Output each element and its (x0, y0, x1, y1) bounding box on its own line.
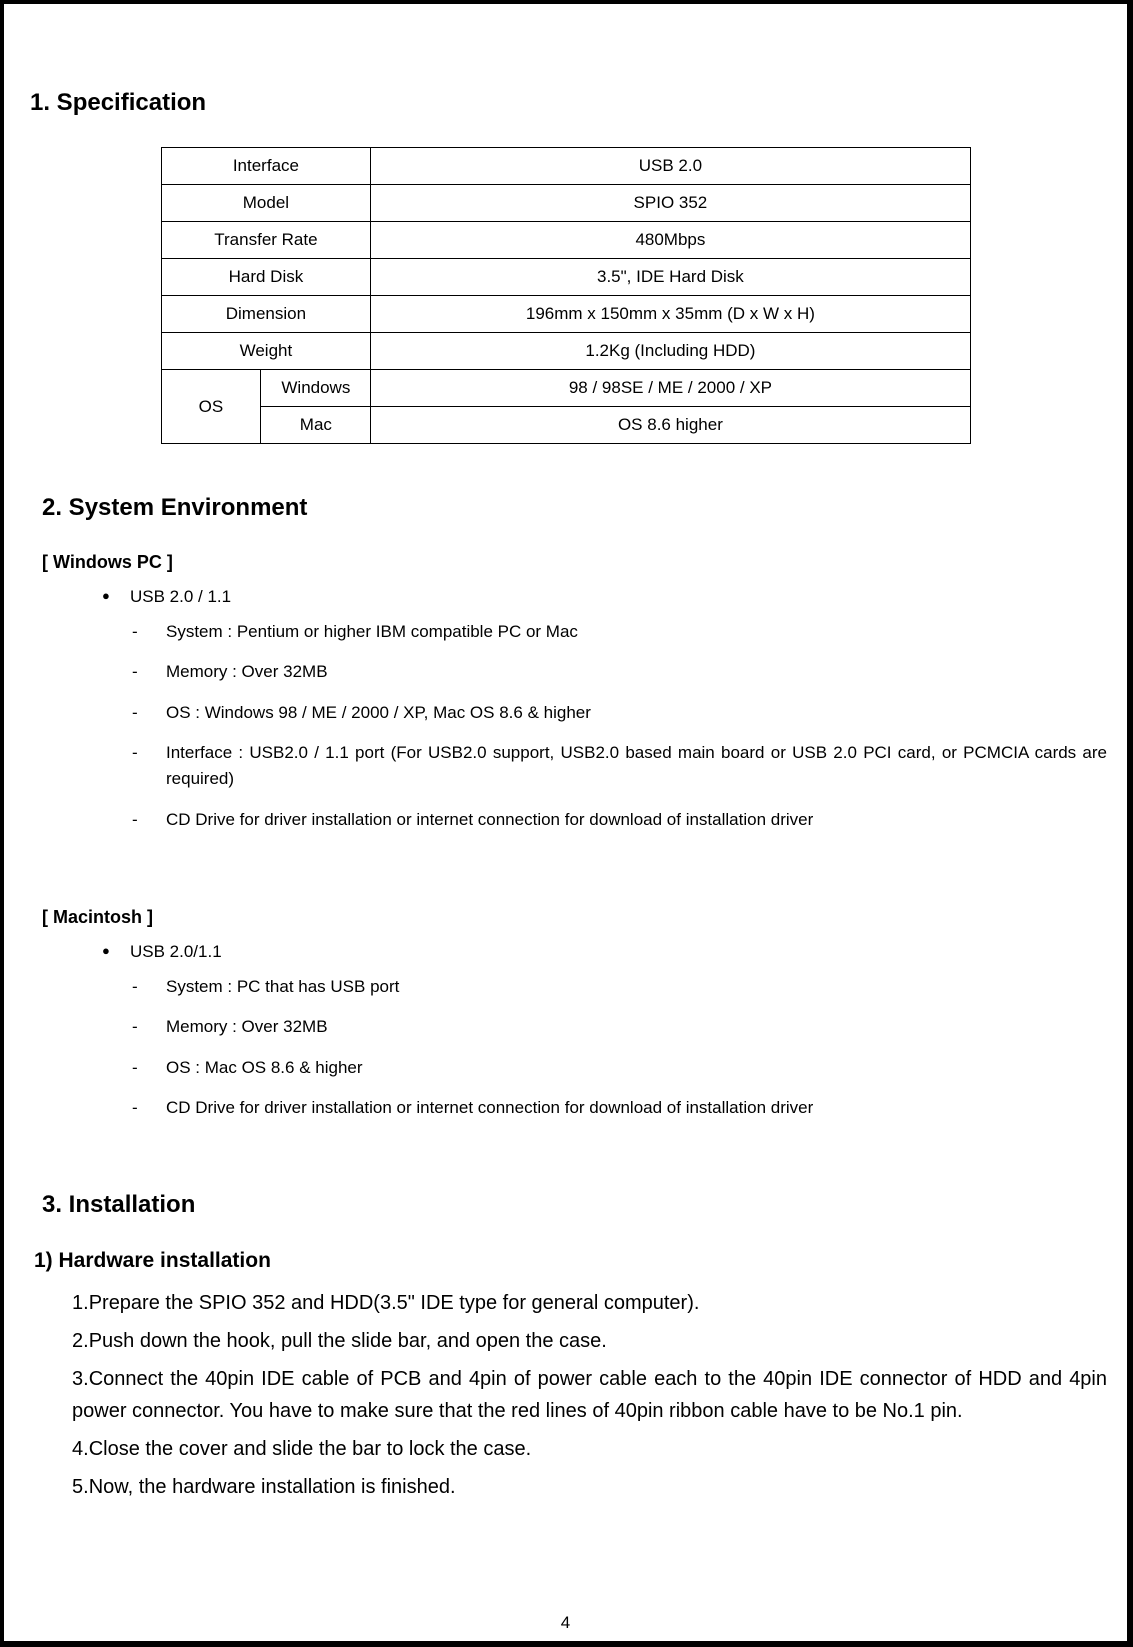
section1-title: 1. Specification (30, 89, 1107, 117)
table-row: Mac OS 8.6 higher (161, 407, 970, 444)
step-item: Now, the hardware installation is finish… (72, 1471, 1107, 1503)
spec-label: Transfer Rate (161, 222, 371, 259)
section3-title: 3. Installation (42, 1191, 1107, 1219)
windows-dash-list: System : Pentium or higher IBM compatibl… (130, 619, 1107, 833)
spec-label: Hard Disk (161, 259, 371, 296)
table-row: Interface USB 2.0 (161, 148, 970, 185)
mac-heading: [ Macintosh ] (42, 907, 1107, 928)
table-row: OS Windows 98 / 98SE / ME / 2000 / XP (161, 370, 970, 407)
list-item: System : Pentium or higher IBM compatibl… (130, 619, 1107, 645)
bullet-label: USB 2.0/1.1 (130, 942, 222, 961)
page-content: 1. Specification Interface USB 2.0 Model… (24, 89, 1107, 1503)
spec-value: OS 8.6 higher (371, 407, 970, 444)
bullet-label: USB 2.0 / 1.1 (130, 587, 231, 606)
spec-value: 1.2Kg (Including HDD) (371, 333, 970, 370)
spec-label: Weight (161, 333, 371, 370)
spec-label-os: OS (161, 370, 261, 444)
table-row: Model SPIO 352 (161, 185, 970, 222)
spec-value: USB 2.0 (371, 148, 970, 185)
spec-label: Dimension (161, 296, 371, 333)
mac-dash-list: System : PC that has USB port Memory : O… (130, 974, 1107, 1121)
step-item: Push down the hook, pull the slide bar, … (72, 1325, 1107, 1357)
windows-heading: [ Windows PC ] (42, 552, 1107, 573)
spec-label: Model (161, 185, 371, 222)
spec-value: 196mm x 150mm x 35mm (D x W x H) (371, 296, 970, 333)
hardware-install-heading: 1) Hardware installation (34, 1249, 1107, 1273)
mac-bullet-list: USB 2.0/1.1 System : PC that has USB por… (102, 942, 1107, 1121)
document-page: 1. Specification Interface USB 2.0 Model… (0, 0, 1133, 1647)
step-item: Close the cover and slide the bar to loc… (72, 1433, 1107, 1465)
spec-sub-label: Windows (261, 370, 371, 407)
specification-table: Interface USB 2.0 Model SPIO 352 Transfe… (161, 147, 971, 444)
spec-label: Interface (161, 148, 371, 185)
spec-value: 98 / 98SE / ME / 2000 / XP (371, 370, 970, 407)
list-item: USB 2.0 / 1.1 System : Pentium or higher… (102, 587, 1107, 833)
spec-value: SPIO 352 (371, 185, 970, 222)
list-item: Memory : Over 32MB (130, 1014, 1107, 1040)
list-item: OS : Windows 98 / ME / 2000 / XP, Mac OS… (130, 700, 1107, 726)
list-item: CD Drive for driver installation or inte… (130, 1095, 1107, 1121)
step-item: Prepare the SPIO 352 and HDD(3.5" IDE ty… (72, 1287, 1107, 1319)
list-item: Interface : USB2.0 / 1.1 port (For USB2.… (130, 740, 1107, 793)
spec-sub-label: Mac (261, 407, 371, 444)
step-item: Connect the 40pin IDE cable of PCB and 4… (72, 1363, 1107, 1427)
list-item: OS : Mac OS 8.6 & higher (130, 1055, 1107, 1081)
table-row: Weight 1.2Kg (Including HDD) (161, 333, 970, 370)
table-row: Hard Disk 3.5", IDE Hard Disk (161, 259, 970, 296)
section2-title: 2. System Environment (42, 494, 1107, 522)
list-item: System : PC that has USB port (130, 974, 1107, 1000)
installation-steps: Prepare the SPIO 352 and HDD(3.5" IDE ty… (72, 1287, 1107, 1503)
table-row: Transfer Rate 480Mbps (161, 222, 970, 259)
list-item: Memory : Over 32MB (130, 659, 1107, 685)
spec-value: 3.5", IDE Hard Disk (371, 259, 970, 296)
page-number: 4 (4, 1613, 1127, 1633)
list-item: USB 2.0/1.1 System : PC that has USB por… (102, 942, 1107, 1121)
windows-bullet-list: USB 2.0 / 1.1 System : Pentium or higher… (102, 587, 1107, 833)
table-row: Dimension 196mm x 150mm x 35mm (D x W x … (161, 296, 970, 333)
spec-value: 480Mbps (371, 222, 970, 259)
list-item: CD Drive for driver installation or inte… (130, 807, 1107, 833)
